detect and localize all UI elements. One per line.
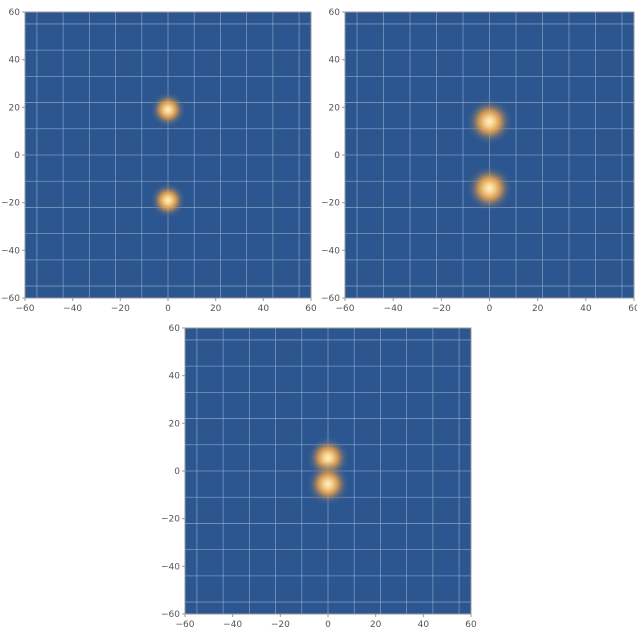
x-tick-label: 0 [487, 304, 493, 314]
y-tick-label: −60 [161, 610, 180, 620]
intensity-peak [305, 461, 351, 507]
y-tick-label: 20 [9, 103, 21, 113]
heatmap-panel-top-right: −60 −40 −20 0 20 40 60 −60 −40 −20 0 20 40 60 [320, 0, 637, 318]
intensity-peak [149, 91, 187, 129]
y-tick-label: 0 [174, 467, 180, 477]
heatmap-chart: −60 −40 −20 0 20 40 60 −60 −40 −20 0 20 40 60 [1, 8, 317, 314]
y-tick-label: −20 [321, 199, 340, 209]
x-tick-label: −60 [176, 620, 195, 630]
y-tick-label: −20 [161, 515, 180, 525]
intensity-peak [465, 164, 514, 213]
x-tick-label: 20 [532, 304, 544, 314]
y-tick-label: −40 [1, 246, 20, 256]
x-tick-label: −40 [223, 620, 242, 630]
y-tick-label: 60 [9, 8, 21, 18]
x-tick-label: 0 [325, 620, 331, 630]
x-tick-label: 0 [165, 304, 171, 314]
y-tick-label: 40 [329, 56, 341, 66]
x-tick-label: 40 [580, 304, 592, 314]
x-tick-label: −20 [432, 304, 451, 314]
y-tick-label: 20 [329, 103, 341, 113]
x-tick-label: 40 [258, 304, 270, 314]
y-tick-label: 60 [169, 324, 181, 334]
heatmap-panel-bottom: −60 −40 −20 0 20 40 60 −60 −40 −20 0 20 40 60 [160, 318, 479, 634]
x-tick-label: −60 [16, 304, 35, 314]
x-tick-label: −40 [63, 304, 82, 314]
x-tick-label: 60 [628, 304, 637, 314]
y-tick-label: −40 [161, 562, 180, 572]
x-tick-label: −40 [384, 304, 403, 314]
y-tick-label: 0 [14, 151, 20, 161]
intensity-peak [465, 97, 514, 146]
x-tick-label: −20 [271, 620, 290, 630]
x-tick-label: 60 [465, 620, 477, 630]
x-tick-label: 20 [210, 304, 222, 314]
y-tick-label: −40 [321, 246, 340, 256]
y-tick-label: −60 [321, 294, 340, 304]
x-tick-label: −60 [336, 304, 355, 314]
y-tick-label: −60 [1, 294, 20, 304]
y-tick-label: 40 [169, 372, 181, 382]
x-tick-label: 20 [370, 620, 382, 630]
y-tick-label: 40 [9, 56, 21, 66]
y-tick-label: 60 [329, 8, 341, 18]
intensity-peak [149, 181, 187, 219]
heatmap-chart: −60 −40 −20 0 20 40 60 −60 −40 −20 0 20 40 60 [161, 324, 477, 630]
y-tick-label: 20 [169, 419, 181, 429]
y-tick-label: 0 [334, 151, 340, 161]
y-tick-label: −20 [1, 199, 20, 209]
x-tick-label: 60 [305, 304, 317, 314]
heatmap-panel-top-left: −60 −40 −20 0 20 40 60 −60 −40 −20 0 20 40 60 [0, 0, 319, 318]
heatmap-chart: −60 −40 −20 0 20 40 60 −60 −40 −20 0 20 40 60 [321, 8, 637, 314]
x-tick-label: 40 [418, 620, 430, 630]
x-tick-label: −20 [111, 304, 130, 314]
